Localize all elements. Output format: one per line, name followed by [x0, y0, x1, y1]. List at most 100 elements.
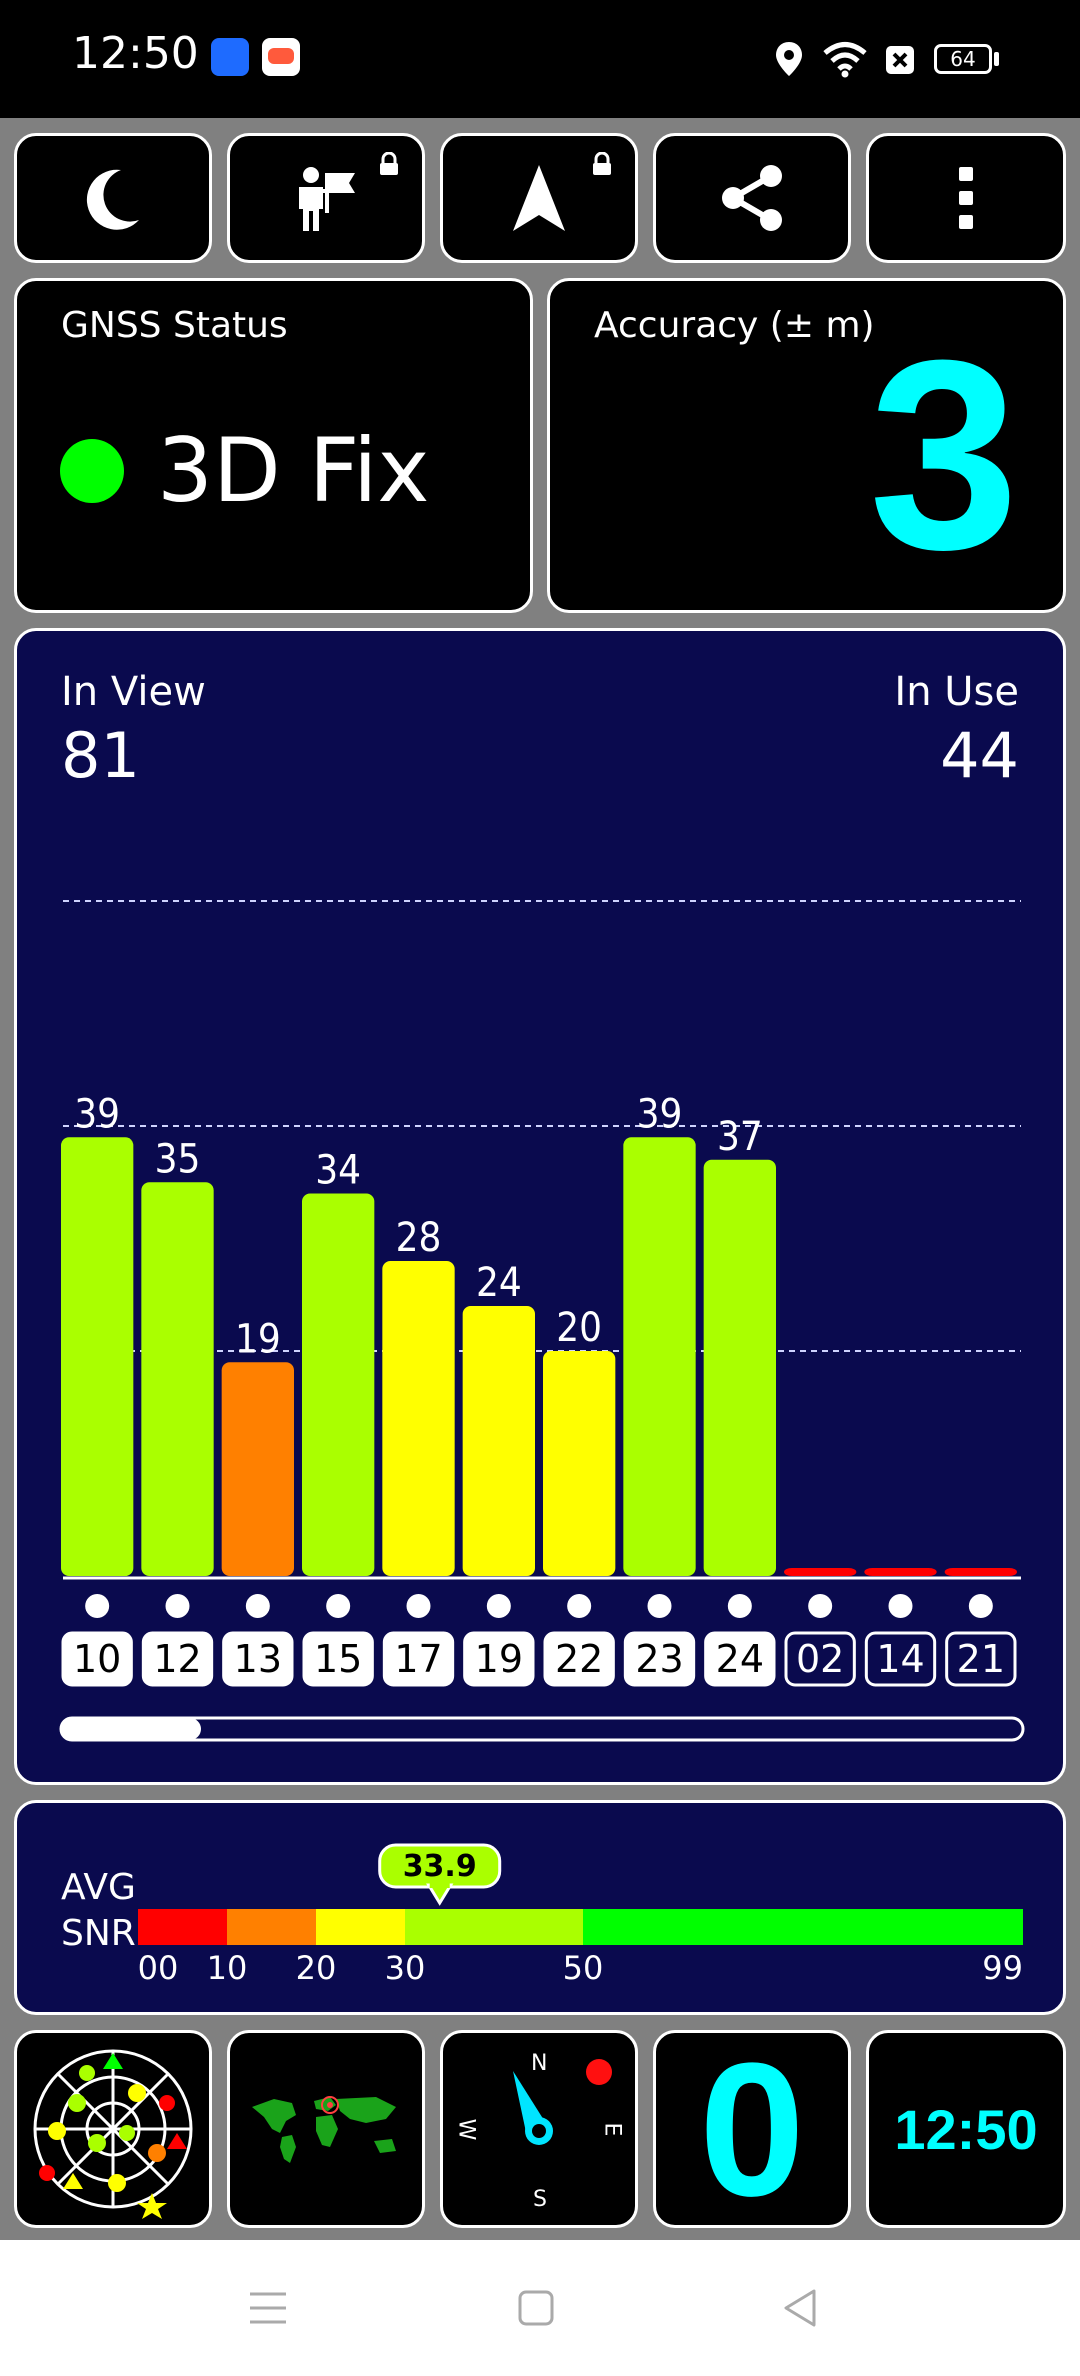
prn-label: 13: [234, 1637, 282, 1681]
chart-scrollbar-track: [59, 1716, 1025, 1742]
clock-value: 12:50: [894, 2098, 1038, 2161]
snr-scale-segment: [227, 1909, 316, 1945]
speed-widget[interactable]: 0: [653, 2030, 851, 2228]
snr-scale-segment: [405, 1909, 583, 1945]
lock-icon: [593, 152, 611, 175]
snr-bar-chart: 39 10 35 12 19 13 34 15 28 17 24 19 20 22 39 23 37 24 02 14…: [59, 900, 1025, 1742]
snr-scale: 00 10 20 30 50 99 33.9: [138, 1843, 1023, 1987]
satellite-indicator-dot: [245, 1594, 270, 1618]
prn-label-box: [784, 1631, 856, 1687]
in-view-label: In View: [61, 669, 206, 715]
prn-label: 21: [957, 1637, 1005, 1681]
bar-value-label: 39: [637, 1091, 683, 1137]
chart-scrollbar-thumb: [61, 1718, 201, 1740]
snr-scale-tick: 20: [296, 1949, 337, 1987]
signal-bar: [302, 1193, 375, 1576]
world-map-icon: [252, 2096, 396, 2163]
satellite-indicator-dot: [165, 1594, 190, 1618]
satellite-indicator-dot: [326, 1594, 351, 1618]
signal-bar: [61, 1137, 134, 1576]
wifi-icon: [823, 42, 867, 78]
satellite-indicator-dot: [808, 1594, 833, 1618]
accuracy-value: 3: [868, 305, 1019, 606]
moon-icon: [86, 169, 139, 230]
app-badge-game-icon: [262, 38, 300, 76]
prn-label: 23: [635, 1637, 683, 1681]
prn-label-box: [382, 1631, 455, 1687]
compass-north: N: [531, 2051, 548, 2076]
prn-label: 10: [73, 1637, 121, 1681]
night-mode-button[interactable]: [14, 133, 212, 263]
prn-label-box: [704, 1631, 776, 1687]
compass-south: S: [533, 2187, 547, 2212]
status-time: 12:50: [72, 28, 199, 79]
sim-off-icon: [886, 46, 914, 74]
bar-value-label: 19: [235, 1316, 281, 1362]
satellite-indicator-dot: [406, 1594, 431, 1618]
prn-label: 12: [153, 1637, 201, 1681]
satellite-indicator-dot: [727, 1594, 752, 1618]
prn-label: 22: [555, 1637, 603, 1681]
prn-label-box: [302, 1631, 374, 1687]
sky-plot-icon: [33, 2049, 193, 2219]
accuracy-panel[interactable]: Accuracy (± m) 3: [547, 278, 1066, 613]
avg-snr-label-line2: SNR: [61, 1913, 136, 1954]
snr-scale-segment: [583, 1909, 1023, 1945]
sky-plot-button[interactable]: [14, 2030, 212, 2228]
waypoint-button[interactable]: [227, 133, 425, 263]
prn-label: 24: [716, 1637, 764, 1681]
battery-tip: [994, 52, 999, 66]
battery-level: 64: [950, 47, 976, 71]
snr-scale-segment: [316, 1909, 405, 1945]
snr-scale-tick: 00: [138, 1949, 179, 1987]
signal-bar: [703, 1159, 776, 1576]
prn-label-box: [543, 1631, 615, 1687]
back-icon[interactable]: [782, 2288, 818, 2328]
signal-strength-panel[interactable]: In View 81 In Use 44 39 10 35 12 19 13 34 15 28 1…: [14, 628, 1066, 1785]
prn-label: 19: [475, 1637, 523, 1681]
prn-label-box: [463, 1631, 535, 1687]
prn-label-box: [945, 1631, 1017, 1687]
bar-value-label: 24: [476, 1260, 522, 1306]
satellite-indicator-dot: [567, 1594, 592, 1618]
signal-bar: [864, 1568, 937, 1576]
more-button[interactable]: [866, 133, 1066, 263]
share-button[interactable]: [653, 133, 851, 263]
signal-bar: [382, 1261, 455, 1576]
bar-value-label: 35: [155, 1136, 201, 1182]
snr-scale-tick: 10: [207, 1949, 248, 1987]
person-flag-icon: [299, 167, 355, 231]
more-vertical-icon: [959, 167, 973, 229]
snr-scale-tick: 50: [563, 1949, 604, 1987]
gnss-status-title: GNSS Status: [61, 305, 288, 346]
navigation-arrow-icon: [513, 165, 565, 231]
prn-label-box: [222, 1631, 294, 1687]
signal-bar: [623, 1137, 696, 1576]
prn-label-box: [141, 1631, 214, 1687]
sun-marker: [586, 2059, 612, 2085]
bar-value-label: 34: [315, 1148, 361, 1194]
clock-widget[interactable]: 12:50: [866, 2030, 1066, 2228]
bar-value-label: 20: [556, 1305, 602, 1351]
compass-button[interactable]: N S W E: [440, 2030, 638, 2228]
prn-label: 14: [876, 1637, 924, 1681]
system-nav-bar: [0, 2240, 1080, 2376]
prn-label-box: [61, 1631, 133, 1687]
accuracy-title: Accuracy (± m): [594, 305, 875, 346]
navigate-button[interactable]: [440, 133, 638, 263]
recents-menu-icon[interactable]: [248, 2290, 288, 2326]
avg-snr-pointer-join: [429, 1882, 450, 1888]
satellite-indicator-dot: [85, 1594, 110, 1618]
satellite-indicator-dot: [888, 1594, 913, 1618]
gnss-status-panel[interactable]: GNSS Status 3D Fix: [14, 278, 533, 613]
bar-value-label: 39: [74, 1091, 120, 1137]
avg-snr-value: 33.9: [403, 1849, 477, 1884]
home-icon[interactable]: [518, 2290, 554, 2326]
satellite-indicator-dot: [647, 1594, 672, 1618]
avg-snr-panel[interactable]: AVG SNR 00 10 20 30 50 99 33.9: [14, 1800, 1066, 2015]
world-map-button[interactable]: [227, 2030, 425, 2228]
in-view-count: 81: [61, 719, 140, 792]
bar-value-label: 28: [396, 1215, 442, 1261]
signal-bar: [784, 1568, 857, 1576]
gnss-status-value: 3D Fix: [157, 419, 430, 522]
